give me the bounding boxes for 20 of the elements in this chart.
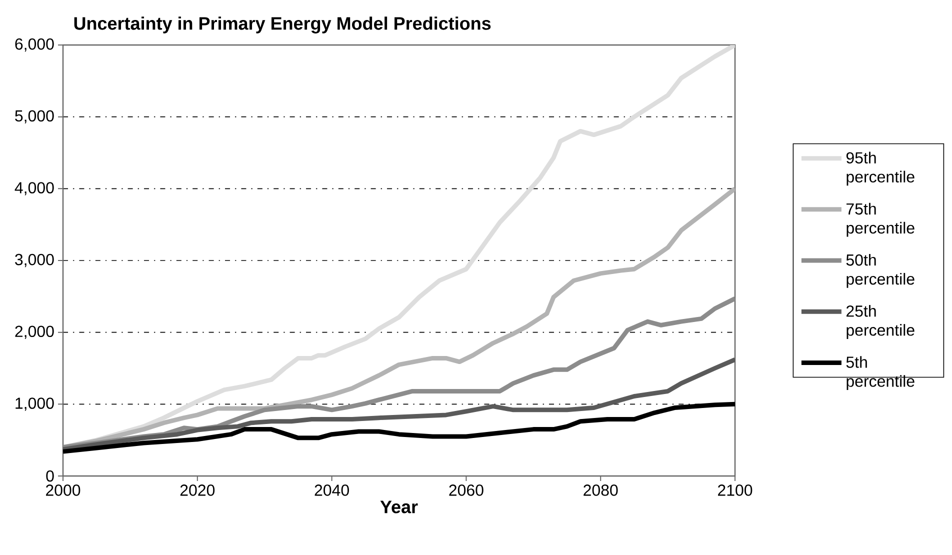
x-tick-label: 2020 [180,484,215,496]
y-tick-label: 4,000 [14,182,54,196]
x-axis-title: Year [380,500,418,514]
y-tick-label: 0 [46,470,54,482]
legend-label: 95th percentile [846,152,914,186]
x-tick-label: 2000 [46,484,80,496]
x-tick-label: 2100 [718,484,752,496]
legend-label: 25th percentile [846,305,914,339]
x-tick-label: 2080 [584,484,618,496]
y-tick-label: 1,000 [16,398,54,411]
legend-label: 75th percentile [846,202,914,237]
y-tick-label: 2,000 [15,326,54,339]
legend-label: 5th percentile [846,356,914,390]
y-tick-label: 3,000 [15,254,54,268]
y-tick-label: 5,000 [15,110,54,124]
legend-label: 50th percentile [846,254,914,288]
y-tick-label: 6,000 [15,38,54,52]
x-tick-label: 2040 [314,484,349,496]
chart-title: Uncertainty in Primary Energy Model Predictions [74,16,491,34]
x-tick-label: 2060 [449,484,484,496]
